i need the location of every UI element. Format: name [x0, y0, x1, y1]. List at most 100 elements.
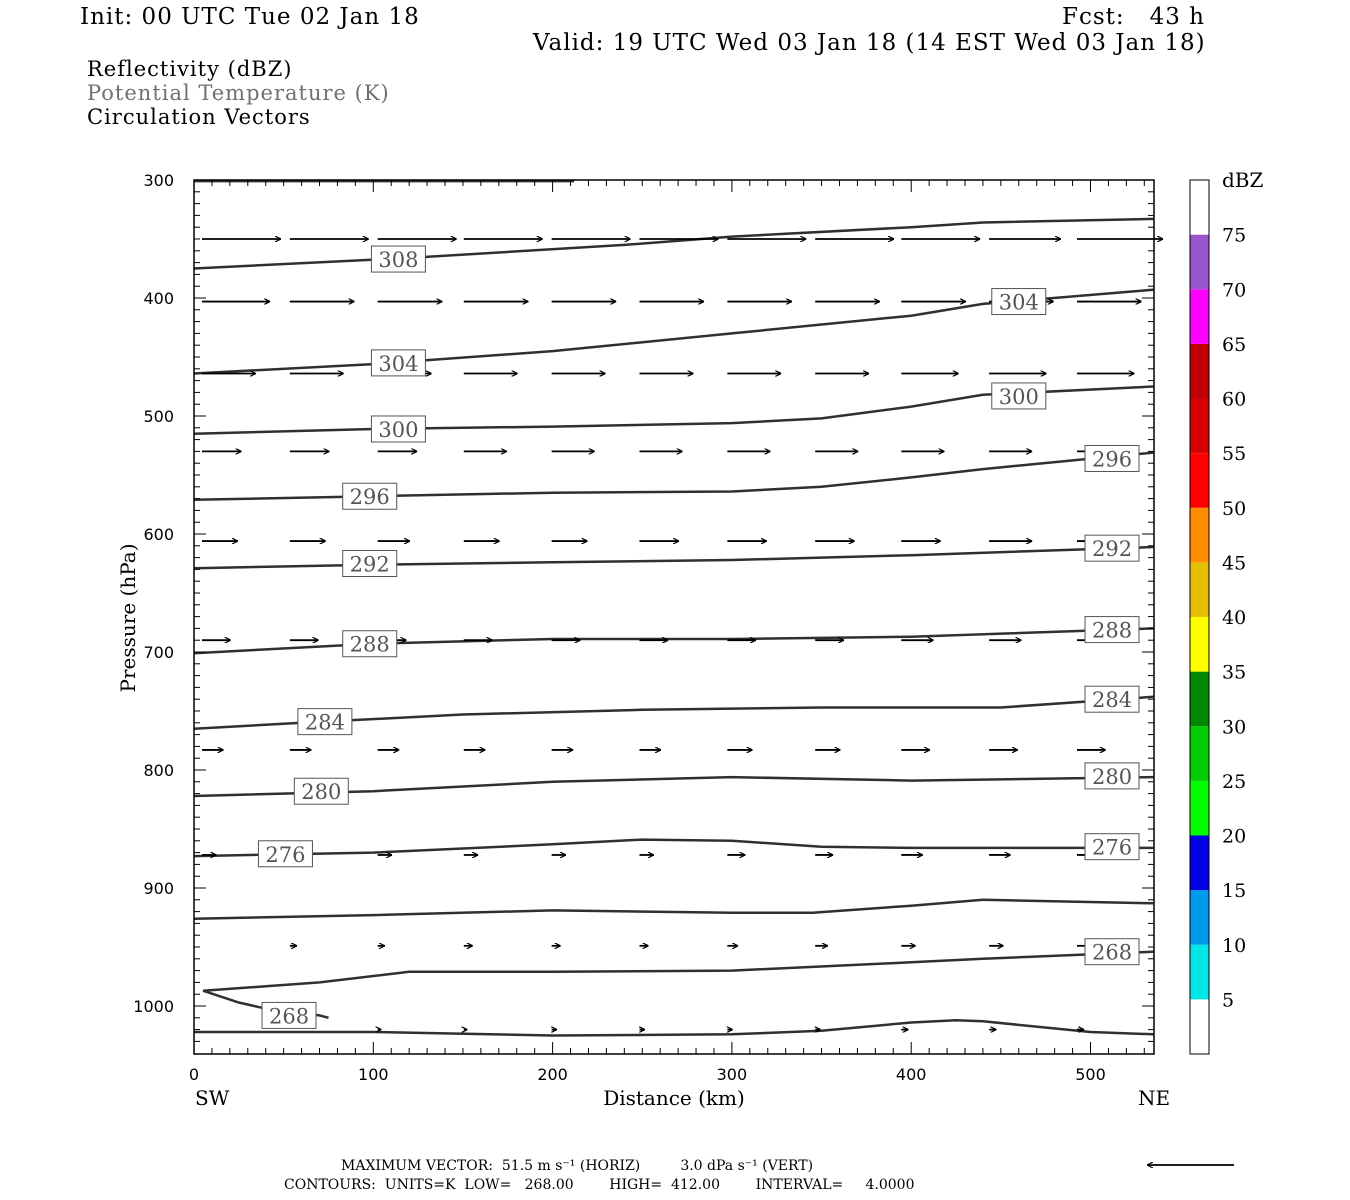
colorbar-label: 25	[1222, 771, 1246, 793]
colorbar-swatch	[1190, 453, 1209, 508]
colorbar-swatch	[1190, 234, 1209, 290]
colorbar-label: 20	[1222, 826, 1246, 848]
contour-label-text: 276	[1092, 836, 1132, 860]
x-tick-label: 400	[896, 1065, 927, 1084]
y-tick-label: 500	[143, 407, 174, 426]
y-tick-label: 300	[143, 171, 174, 190]
contour-label: 276	[1084, 833, 1140, 861]
ne-end-label: NE	[1138, 1086, 1170, 1110]
contour-label: 268	[261, 1001, 317, 1029]
x-tick-label: 0	[189, 1065, 199, 1084]
contour-label: 304	[991, 288, 1047, 316]
contour-label: 300	[370, 415, 426, 443]
contour-label-text: 284	[305, 711, 345, 735]
colorbar-swatch	[1190, 726, 1209, 781]
forecast-hour: Fcst: 43 h	[1062, 4, 1205, 30]
max-vector-note: MAXIMUM VECTOR: 51.5 m s⁻¹ (HORIZ) 3.0 d…	[341, 1158, 814, 1174]
contour-label-text: 280	[301, 780, 341, 804]
colorbar-swatch	[1190, 507, 1209, 563]
contour-label-text: 276	[265, 843, 305, 867]
colorbar-label: 60	[1222, 389, 1246, 411]
contour-label: 280	[1084, 762, 1140, 790]
contour-label: 296	[1084, 444, 1140, 472]
colorbar-label: 45	[1222, 552, 1246, 574]
contour-label: 300	[991, 382, 1047, 410]
contour-label: 284	[297, 708, 353, 736]
theta-contour-276	[193, 838, 1154, 858]
contour-label-text: 308	[378, 248, 418, 272]
colorbar-label: 15	[1222, 880, 1246, 902]
contour-label: 280	[293, 777, 349, 805]
colorbar-swatch	[1190, 890, 1209, 945]
colorbar-swatch	[1190, 835, 1209, 891]
y-tick-label: 1000	[133, 997, 174, 1016]
contour-label-text: 288	[350, 633, 390, 657]
theta-contour-264	[194, 1018, 1154, 1037]
contour-label-text: 280	[1092, 765, 1132, 789]
colorbar-label: 55	[1222, 443, 1246, 465]
colorbar-swatch	[1190, 780, 1209, 836]
colorbar-label: 10	[1222, 935, 1246, 957]
colorbar-swatch	[1190, 671, 1209, 727]
contour-label-text: 292	[350, 553, 390, 577]
colorbar-swatch	[1190, 289, 1209, 344]
theta-contour-272	[193, 898, 1154, 920]
colorbar-label: 5	[1222, 989, 1234, 1011]
contour-label-text: 296	[1092, 447, 1132, 471]
contour-label: 288	[1084, 616, 1140, 644]
theta-contour-292	[193, 545, 1154, 570]
x-axis-label: Distance (km)	[603, 1086, 745, 1110]
colorbar-swatch	[1190, 398, 1209, 454]
colorbar-label: 70	[1222, 279, 1246, 301]
y-tick-label: 700	[143, 643, 174, 662]
contour-label: 288	[342, 630, 398, 658]
field-circulation-vectors: Circulation Vectors	[87, 105, 311, 129]
colorbar-swatch	[1190, 562, 1209, 617]
theta-contour-296	[193, 451, 1154, 502]
field-reflectivity: Reflectivity (dBZ)	[87, 57, 293, 81]
colorbar-swatch	[1190, 343, 1209, 399]
valid-time: Valid: 19 UTC Wed 03 Jan 18 (14 EST Wed …	[533, 30, 1206, 56]
theta-contour-268	[202, 950, 1154, 992]
contour-label-text: 288	[1092, 619, 1132, 643]
x-tick-label: 300	[717, 1065, 748, 1084]
contour-label-text: 284	[1092, 688, 1132, 712]
y-axis-label: Pressure (hPa)	[116, 544, 140, 693]
colorbar-swatch	[1190, 944, 1209, 1000]
contour-label: 276	[257, 840, 313, 868]
y-tick-label: 900	[143, 879, 174, 898]
x-tick-label: 500	[1075, 1065, 1106, 1084]
field-potential-temperature: Potential Temperature (K)	[87, 81, 390, 105]
x-tick-label: 100	[358, 1065, 389, 1084]
contour-label-text: 300	[378, 418, 418, 442]
colorbar-label: 30	[1222, 716, 1246, 738]
sw-end-label: SW	[195, 1086, 230, 1110]
contour-label-text: 268	[269, 1004, 309, 1028]
contour-label-text: 268	[1092, 941, 1132, 965]
contour-label-text: 296	[350, 485, 390, 509]
contour-label-text: 292	[1092, 537, 1132, 561]
theta-contour-308	[193, 217, 1154, 270]
x-tick-label: 200	[537, 1065, 568, 1084]
contour-label-text: 304	[378, 352, 418, 376]
contour-info-note: CONTOURS: UNITS=K LOW= 268.00 HIGH= 412.…	[284, 1177, 915, 1193]
colorbar-swatch	[1190, 617, 1209, 672]
colorbar-swatch	[1190, 999, 1209, 1054]
contour-label: 292	[1084, 534, 1140, 562]
contour-label-text: 304	[999, 291, 1039, 315]
contour-label: 292	[342, 550, 398, 577]
colorbar-swatch	[1190, 180, 1209, 235]
contour-label: 284	[1084, 685, 1140, 713]
y-tick-label: 800	[143, 761, 174, 780]
contour-label: 304	[370, 349, 426, 377]
contour-label-text: 300	[999, 385, 1039, 409]
colorbar-frame	[1189, 179, 1210, 1055]
colorbar-label: 50	[1222, 498, 1246, 520]
y-tick-label: 600	[143, 525, 174, 544]
colorbar-label: 35	[1222, 662, 1246, 684]
y-tick-label: 400	[143, 289, 174, 308]
colorbar-label: 40	[1222, 607, 1246, 629]
contour-label: 296	[342, 482, 398, 510]
colorbar-label: 65	[1222, 334, 1246, 356]
contour-label: 308	[370, 245, 426, 273]
